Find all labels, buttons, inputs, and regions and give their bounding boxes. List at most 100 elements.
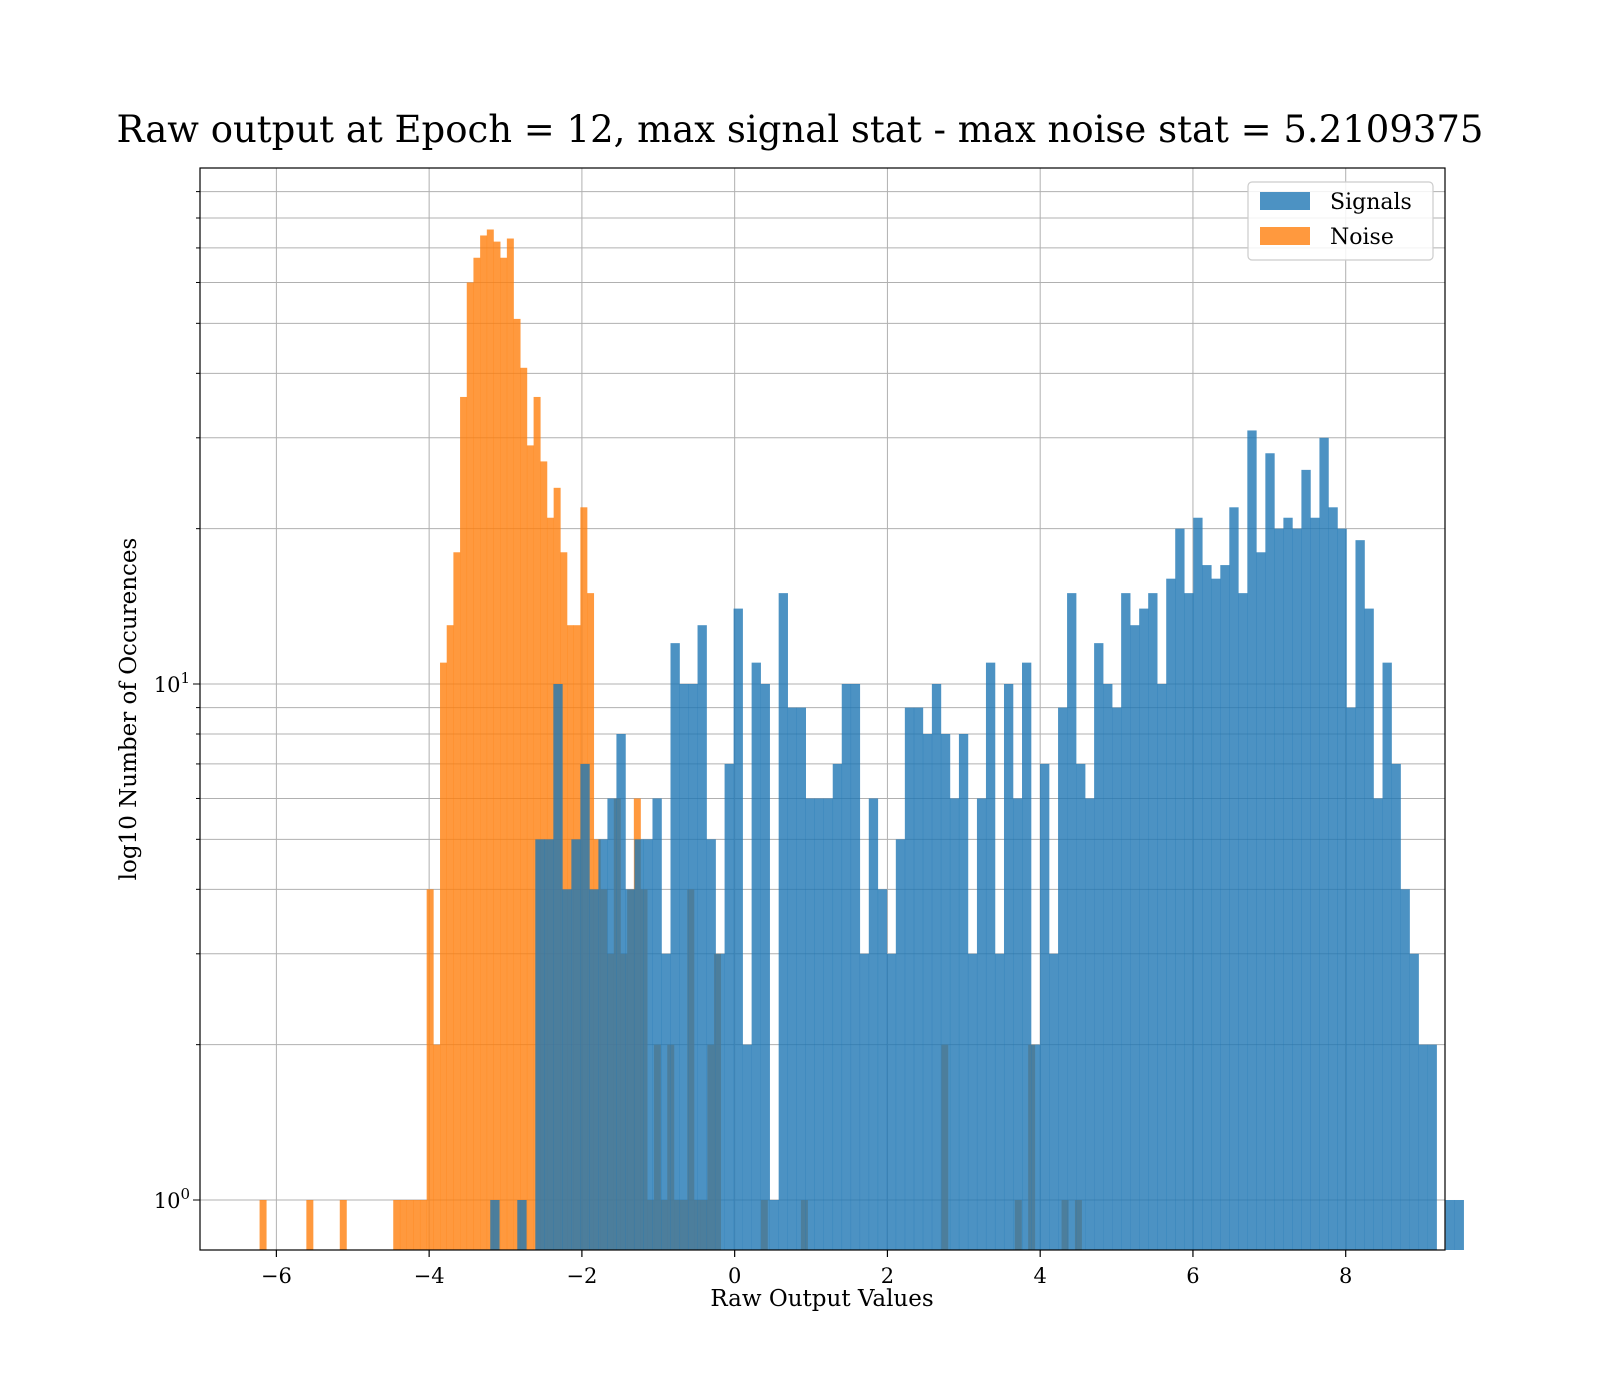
signals-bar bbox=[1094, 643, 1104, 1250]
noise-bar bbox=[433, 1044, 441, 1250]
signals-bar bbox=[913, 707, 924, 1250]
signals-bar bbox=[706, 839, 716, 1250]
noise-bar bbox=[339, 1199, 347, 1250]
signals-bar bbox=[1427, 1044, 1437, 1250]
signals-bar bbox=[1067, 593, 1077, 1250]
y-tick-label: 100 bbox=[154, 1185, 190, 1213]
signals-bar bbox=[1103, 683, 1113, 1250]
signals-bar bbox=[796, 707, 806, 1250]
noise-bar bbox=[306, 1199, 314, 1250]
noise-bar bbox=[453, 552, 461, 1250]
signals-bar bbox=[868, 798, 879, 1250]
signals-bar bbox=[1454, 1199, 1464, 1250]
signals-bar bbox=[1040, 763, 1050, 1250]
signals-bar bbox=[661, 953, 671, 1250]
x-tick-label: 0 bbox=[728, 1264, 741, 1288]
y-tick-label: 101 bbox=[154, 669, 190, 697]
x-tick-label: 6 bbox=[1186, 1264, 1199, 1288]
signals-bar bbox=[544, 839, 554, 1250]
signals-bar bbox=[949, 798, 960, 1250]
noise-bar bbox=[480, 235, 488, 1251]
signals-bar bbox=[1274, 528, 1284, 1250]
signals-bar bbox=[625, 889, 635, 1250]
signals-bar bbox=[1031, 1044, 1041, 1250]
signals-bar bbox=[850, 683, 861, 1250]
signals-bar bbox=[1247, 430, 1257, 1250]
signals-bar bbox=[1175, 528, 1185, 1250]
signals-bar bbox=[904, 707, 915, 1250]
noise-bar bbox=[486, 229, 494, 1250]
x-tick-label: −4 bbox=[414, 1264, 445, 1288]
legend-swatch-signals bbox=[1260, 192, 1310, 210]
signals-bar bbox=[1319, 437, 1329, 1250]
signals-bar bbox=[643, 839, 653, 1250]
signals-bar bbox=[895, 839, 906, 1250]
noise-bar bbox=[506, 238, 514, 1251]
signals-bar bbox=[1130, 625, 1140, 1250]
signals-bar bbox=[1076, 763, 1086, 1250]
signals-bar bbox=[1049, 953, 1059, 1250]
noise-bar bbox=[393, 1199, 401, 1250]
signals-bar bbox=[562, 889, 572, 1250]
signals-bar bbox=[715, 953, 725, 1250]
signals-bar bbox=[1382, 662, 1392, 1250]
noise-bar bbox=[440, 662, 448, 1250]
signals-bar bbox=[589, 889, 599, 1250]
signals-bar bbox=[751, 662, 761, 1250]
signals-bar bbox=[1310, 517, 1320, 1250]
signals-bar bbox=[769, 1199, 779, 1250]
signals-bar bbox=[1202, 565, 1212, 1250]
noise-bar bbox=[460, 396, 468, 1250]
signals-bar bbox=[535, 839, 545, 1250]
signals-bar bbox=[823, 798, 834, 1250]
signals-bar bbox=[994, 953, 1005, 1250]
signals-bar bbox=[517, 1199, 527, 1250]
noise-bar bbox=[513, 318, 521, 1250]
signals-bar bbox=[742, 1044, 752, 1250]
signals-bar bbox=[931, 683, 942, 1250]
noise-bar bbox=[406, 1199, 414, 1250]
signal-bars bbox=[490, 430, 1464, 1251]
signals-bar bbox=[1193, 517, 1203, 1250]
plot-area-frame bbox=[199, 167, 1446, 1251]
legend-label-noise: Noise bbox=[1330, 225, 1394, 250]
signals-bar bbox=[805, 798, 816, 1250]
signals-bar bbox=[1220, 565, 1230, 1250]
noise-bar bbox=[526, 445, 534, 1250]
signals-bar bbox=[1364, 608, 1374, 1250]
noise-bar bbox=[466, 282, 474, 1250]
signals-bar bbox=[1328, 507, 1338, 1251]
signals-bar bbox=[580, 763, 590, 1250]
signals-bar bbox=[490, 1199, 500, 1250]
x-tick-label: 4 bbox=[1033, 1264, 1046, 1288]
legend-swatch-noise bbox=[1260, 227, 1310, 245]
signals-bar bbox=[877, 889, 888, 1250]
signals-bar bbox=[1229, 507, 1239, 1251]
x-axis-label: Raw Output Values bbox=[710, 1286, 933, 1312]
signals-bar bbox=[1256, 552, 1266, 1250]
x-tick-label: −6 bbox=[261, 1264, 292, 1288]
noise-bar bbox=[426, 889, 434, 1250]
noise-bar bbox=[399, 1199, 407, 1250]
signals-bar bbox=[967, 953, 978, 1250]
signals-bar bbox=[985, 662, 996, 1250]
signals-bar bbox=[1012, 798, 1023, 1250]
signals-bar bbox=[1121, 593, 1131, 1250]
signals-bar bbox=[1283, 517, 1293, 1250]
signals-bar bbox=[1112, 707, 1122, 1250]
noise-bar bbox=[500, 257, 508, 1250]
signals-bar bbox=[571, 839, 581, 1250]
noise-bar bbox=[520, 367, 528, 1250]
signals-bar bbox=[634, 839, 644, 1250]
signals-bar bbox=[598, 839, 608, 1250]
noise-bar bbox=[259, 1199, 267, 1250]
signals-bar bbox=[1418, 1044, 1428, 1250]
signals-bar bbox=[832, 763, 843, 1250]
signals-bar bbox=[652, 798, 662, 1250]
signals-bar bbox=[976, 798, 987, 1250]
signals-bar bbox=[670, 643, 680, 1250]
signals-bar bbox=[841, 683, 852, 1250]
signals-bar bbox=[940, 734, 951, 1250]
noise-bar bbox=[419, 1199, 427, 1250]
